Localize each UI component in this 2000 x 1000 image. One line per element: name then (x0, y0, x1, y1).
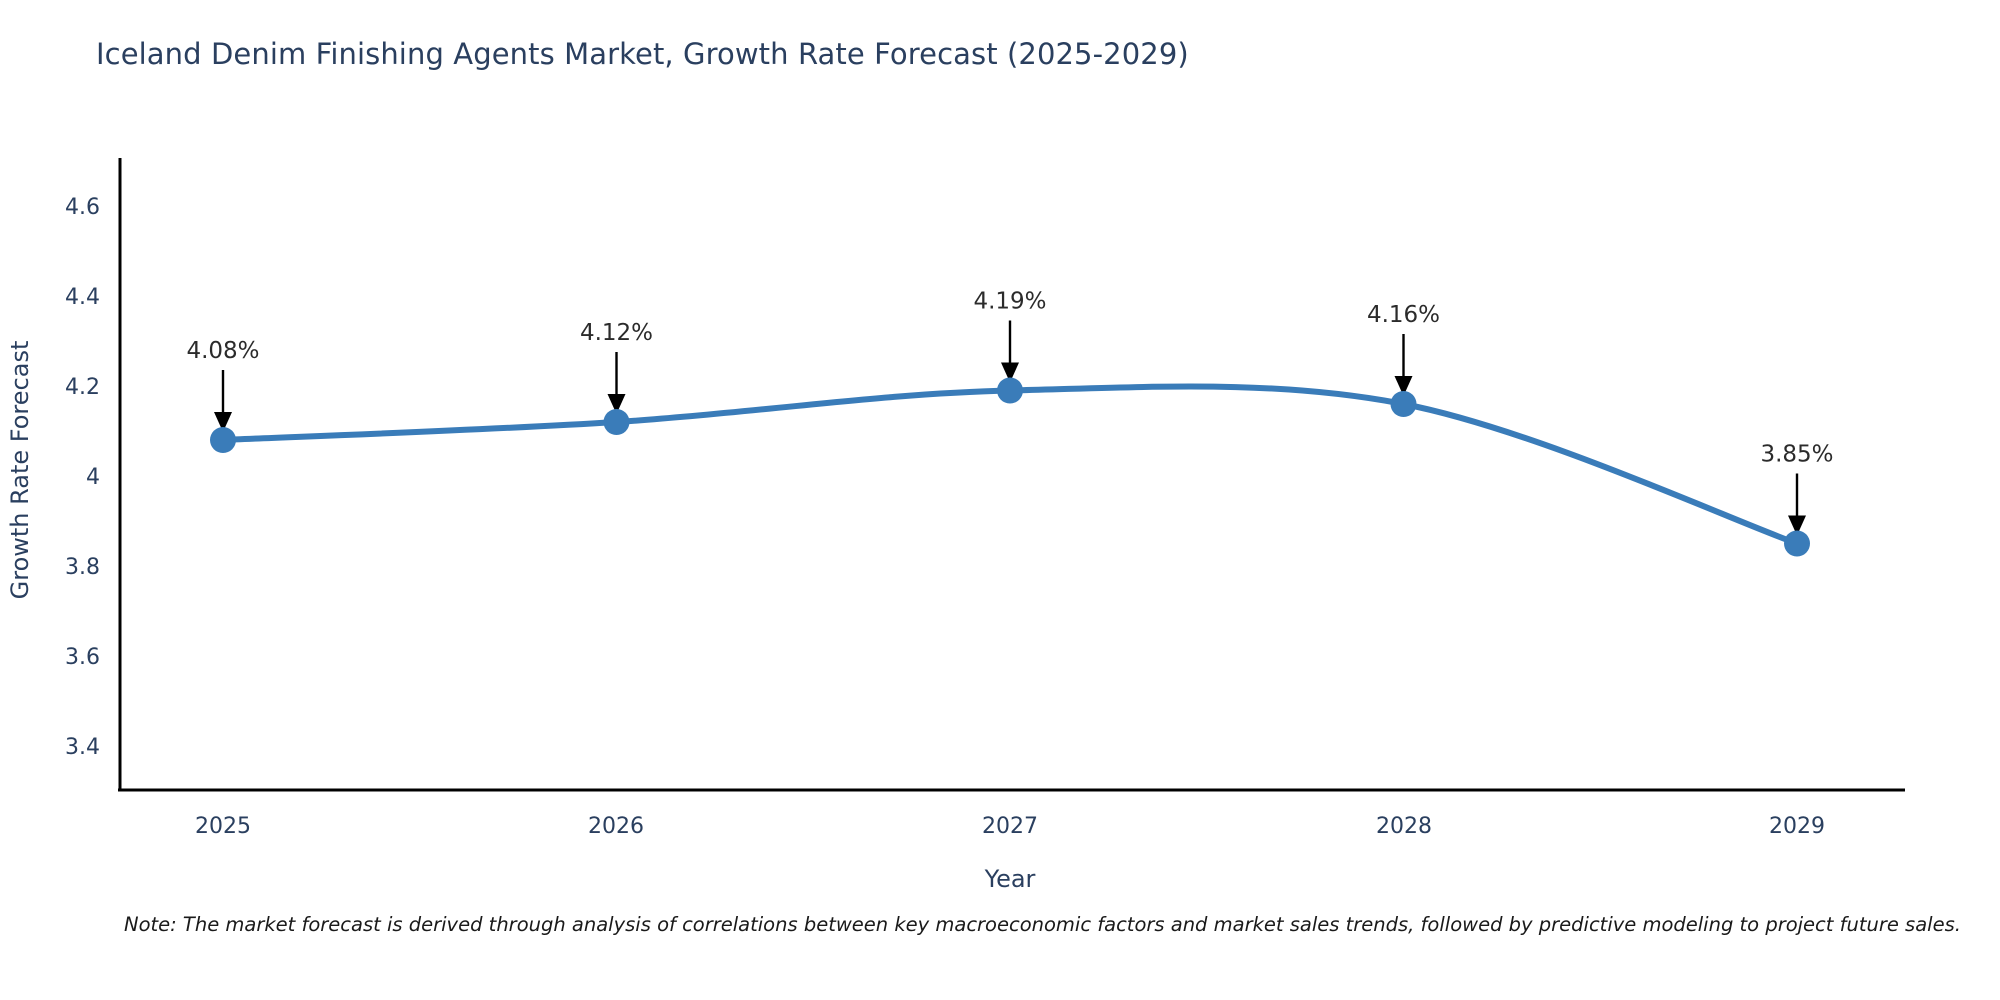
annotation-arrow-head (607, 394, 626, 414)
data-point-markers (210, 377, 1810, 557)
annotation-arrow-head (1788, 515, 1806, 536)
y-tick-label: 3.6 (65, 645, 100, 670)
y-tick-label: 4.6 (65, 195, 100, 220)
x-tick-label: 2027 (982, 814, 1038, 839)
annotation-arrow-head (214, 412, 232, 432)
y-tick-label: 3.8 (65, 555, 100, 580)
y-tick-label: 4.2 (65, 375, 100, 400)
x-tick-label: 2029 (1769, 814, 1825, 839)
data-point-label: 4.16% (1367, 302, 1440, 328)
data-point-label: 3.85% (1760, 442, 1833, 468)
data-point-marker[interactable] (1390, 391, 1417, 417)
data-point-marker[interactable] (997, 377, 1023, 404)
x-tick-label: 2026 (588, 814, 644, 839)
x-tick-label: 2028 (1376, 814, 1432, 839)
data-point-label: 4.19% (973, 289, 1046, 315)
data-point-marker[interactable] (603, 409, 630, 435)
data-point-labels: 4.08% 4.12% 4.19% 4.16% 3.85% (186, 289, 1833, 468)
chart-title: Iceland Denim Finishing Agents Market, G… (96, 37, 1189, 71)
data-point-annotations (214, 320, 1806, 536)
y-tick-label: 4 (86, 465, 100, 490)
data-series-line (220, 383, 1800, 547)
annotation-arrow-head (1394, 376, 1413, 396)
y-tick-label: 4.4 (65, 285, 100, 310)
data-point-marker[interactable] (1784, 530, 1810, 557)
y-tick-label: 3.4 (65, 735, 100, 760)
x-tick-labels: 2025 2026 2027 2028 2029 (195, 814, 1825, 839)
x-axis-title: Year (984, 865, 1036, 893)
x-tick-label: 2025 (195, 814, 251, 839)
y-tick-labels: 4.6 4.4 4.2 4 3.8 3.6 3.4 (65, 195, 100, 760)
data-point-label: 4.12% (580, 320, 653, 346)
annotation-arrow-head (1001, 362, 1019, 383)
data-point-marker[interactable] (210, 427, 236, 453)
data-point-label: 4.08% (186, 338, 259, 364)
y-axis-title: Growth Rate Forecast (6, 341, 34, 600)
chart-note: Note: The market forecast is derived thr… (124, 913, 1961, 936)
